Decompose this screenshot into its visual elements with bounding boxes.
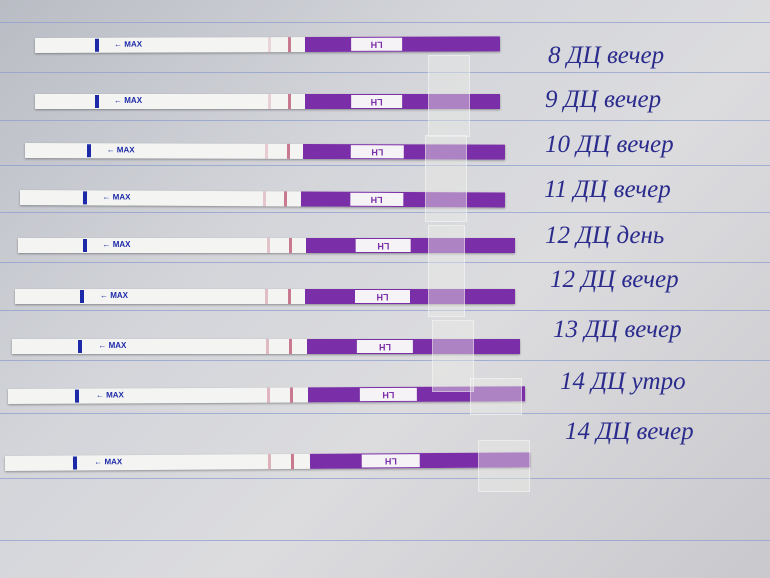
blue-marker <box>78 340 83 353</box>
adhesive-tape <box>428 55 470 137</box>
test-line <box>266 387 270 403</box>
blue-marker <box>80 290 84 303</box>
max-line-text: ← MAX <box>100 291 128 300</box>
day-label: 11 ДЦ вечер <box>544 176 671 203</box>
control-line <box>284 191 288 207</box>
test-strip: ← MAX LH <box>12 339 520 354</box>
lh-window: LH <box>351 95 403 108</box>
lh-window: LH <box>351 145 405 159</box>
test-strip: ← MAX LH <box>4 452 531 471</box>
control-line <box>291 453 295 470</box>
adhesive-tape <box>478 440 530 492</box>
test-strip: ← MAX LH <box>34 36 501 53</box>
day-label: 12 ДЦ вечер <box>550 266 679 293</box>
test-line <box>265 289 268 304</box>
paper-rule <box>0 72 770 73</box>
max-line-text: ← MAX <box>102 240 131 249</box>
day-label: 10 ДЦ вечер <box>545 131 674 158</box>
day-label: 13 ДЦ вечер <box>553 316 682 343</box>
blue-marker <box>75 389 80 403</box>
adhesive-tape <box>470 378 522 415</box>
purple-handle: LH <box>306 339 520 354</box>
max-line-text: ← MAX <box>98 341 127 350</box>
purple-handle: LH <box>301 191 506 208</box>
test-strip: ← MAX LH <box>18 238 515 253</box>
paper-rule <box>0 120 770 121</box>
max-line-text: ← MAX <box>95 390 124 400</box>
blue-marker <box>82 239 87 252</box>
blue-marker <box>87 144 92 158</box>
day-label: 8 ДЦ вечер <box>548 42 665 69</box>
adhesive-tape <box>428 225 465 317</box>
test-strip: ← MAX LH <box>15 289 515 304</box>
adhesive-tape <box>425 135 467 222</box>
max-line-text: ← MAX <box>102 192 131 202</box>
purple-handle: LH <box>303 143 506 160</box>
max-line-text: ← MAX <box>114 96 143 105</box>
test-line <box>267 37 271 53</box>
purple-handle: LH <box>304 36 501 53</box>
paper-rule <box>0 310 770 311</box>
day-label: 9 ДЦ вечер <box>545 86 662 113</box>
blue-marker <box>73 456 78 470</box>
purple-handle: LH <box>305 289 515 304</box>
paper-rule <box>0 540 770 541</box>
max-line-text: ← MAX <box>114 39 143 49</box>
test-line <box>266 339 269 354</box>
test-line <box>266 238 270 253</box>
day-label: 14 ДЦ утро <box>560 368 686 395</box>
paper-rule <box>0 478 770 479</box>
day-label: 12 ДЦ день <box>545 222 665 249</box>
control-line <box>287 289 291 304</box>
max-line-text: ← MAX <box>94 457 123 467</box>
test-line <box>262 191 266 207</box>
control-line <box>288 238 292 253</box>
test-line <box>267 94 271 109</box>
control-line <box>288 37 292 53</box>
lh-window: LH <box>359 387 417 402</box>
lh-window: LH <box>355 239 411 252</box>
adhesive-tape <box>432 320 474 392</box>
paper-rule <box>0 360 770 361</box>
paper-rule <box>0 22 770 23</box>
test-line <box>264 143 269 159</box>
max-line-text: ← MAX <box>106 145 135 155</box>
control-line <box>286 143 290 159</box>
control-line <box>288 94 292 109</box>
lh-window: LH <box>349 192 404 207</box>
paper-rule <box>0 413 770 414</box>
paper-rule <box>0 165 770 166</box>
test-strip: ← MAX LH <box>35 94 500 109</box>
lh-window: LH <box>351 37 403 51</box>
test-line <box>267 454 271 470</box>
control-line <box>289 387 293 403</box>
day-label: 14 ДЦ вечер <box>565 418 694 445</box>
control-line <box>288 339 292 354</box>
purple-handle: LH <box>306 238 515 253</box>
lh-window: LH <box>355 290 410 303</box>
purple-handle: LH <box>304 94 500 109</box>
blue-marker <box>95 95 100 108</box>
blue-marker <box>83 191 88 205</box>
blue-marker <box>95 38 100 52</box>
lh-window: LH <box>357 340 414 353</box>
paper-rule <box>0 212 770 213</box>
lh-window: LH <box>361 454 420 468</box>
paper-rule <box>0 262 770 263</box>
